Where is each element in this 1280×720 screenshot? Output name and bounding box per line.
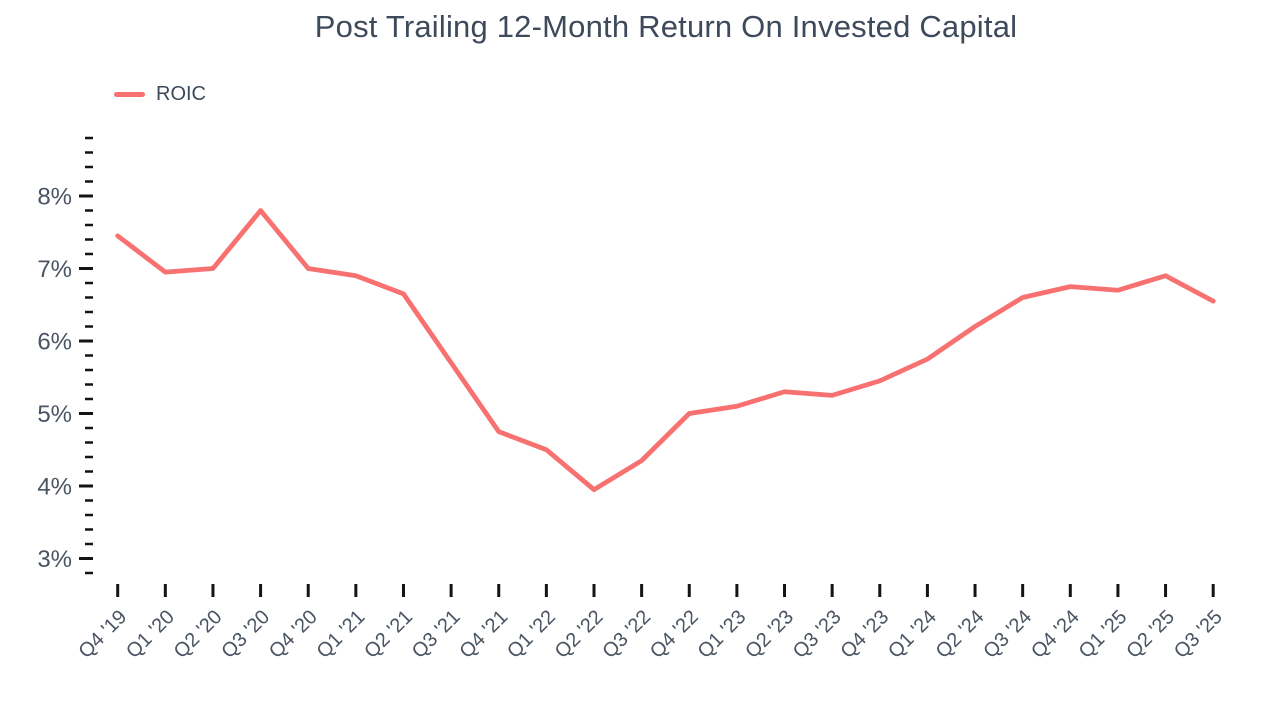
x-axis-label: Q4 '24 [1027,606,1084,663]
x-axis-label: Q3 '22 [598,606,655,663]
chart-title: Post Trailing 12-Month Return On Investe… [314,9,1018,44]
x-axis-label: Q4 '20 [265,606,322,663]
y-axis-label: 8% [37,183,72,210]
x-axis-label: Q1 '20 [122,606,179,663]
x-axis-label: Q4 '23 [837,606,894,663]
x-axis-label: Q2 '23 [741,606,798,663]
y-axis-label: 7% [37,256,72,283]
y-axis-label: 5% [37,401,72,428]
x-axis-label: Q1 '21 [313,606,370,663]
x-axis-label: Q2 '24 [932,606,989,663]
x-axis-label: Q2 '21 [360,606,417,663]
x-axis-label: Q4 '22 [646,606,703,663]
x-axis-label: Q2 '25 [1122,606,1179,663]
x-axis-label: Q3 '24 [979,606,1036,663]
legend: ROIC [114,83,206,106]
x-axis-label: Q1 '22 [503,606,560,663]
x-axis-label: Q1 '23 [694,606,751,663]
x-axis-label: Q1 '24 [884,606,941,663]
legend-line-swatch [114,92,145,97]
y-axis-label: 4% [37,473,72,500]
x-axis-label: Q3 '25 [1170,606,1227,663]
x-axis-label: Q4 '19 [74,606,131,663]
x-axis-label: Q2 '20 [170,606,227,663]
y-axis-label: 3% [37,546,72,573]
x-axis-label: Q4 '21 [455,606,512,663]
x-axis-label: Q2 '22 [551,606,608,663]
x-axis-label: Q3 '20 [217,606,274,663]
x-axis-label: Q3 '21 [408,606,465,663]
x-axis-label: Q1 '25 [1075,606,1132,663]
y-axis-label: 6% [37,328,72,355]
legend-label: ROIC [156,83,206,105]
x-axis-label: Q3 '23 [789,606,846,663]
roic-line-series[interactable] [115,208,1216,493]
legend-item-roic[interactable]: ROIC [114,83,206,106]
